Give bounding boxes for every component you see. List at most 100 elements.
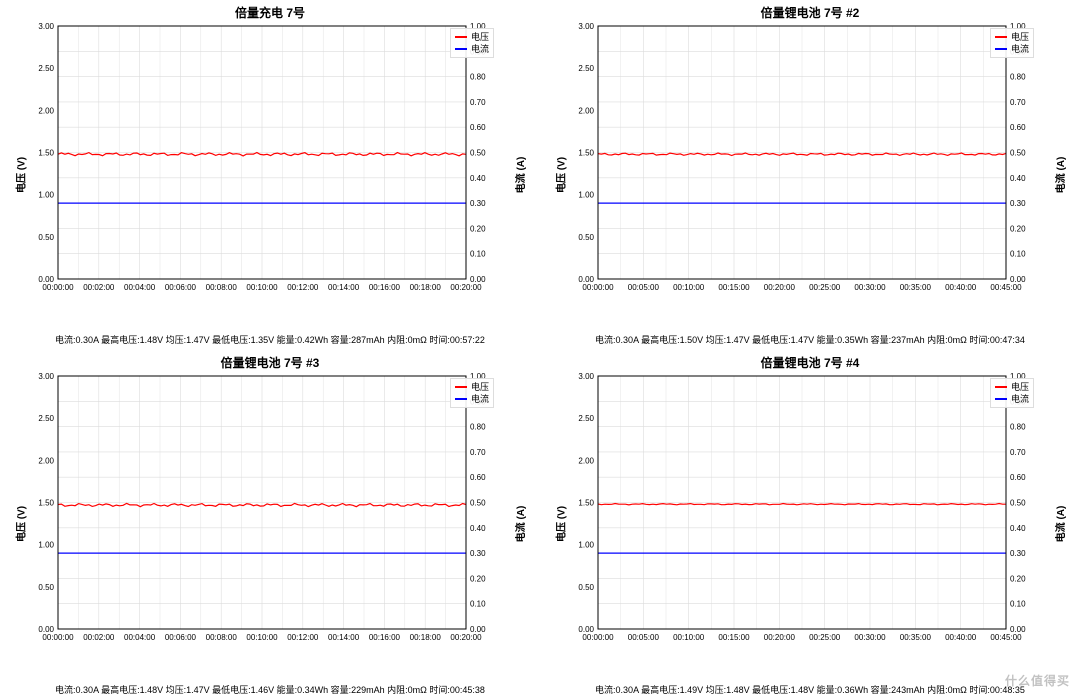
svg-text:2.00: 2.00: [38, 106, 54, 115]
legend: 电压电流: [450, 378, 494, 408]
svg-text:00:40:00: 00:40:00: [945, 283, 977, 292]
svg-text:0.50: 0.50: [578, 582, 594, 591]
legend-item-voltage: 电压: [995, 31, 1029, 43]
svg-text:3.00: 3.00: [38, 372, 54, 381]
chart-title: 倍量充电 7号: [0, 0, 540, 22]
svg-text:00:25:00: 00:25:00: [809, 633, 841, 642]
svg-text:00:10:00: 00:10:00: [246, 633, 278, 642]
svg-text:0.50: 0.50: [1010, 149, 1026, 158]
svg-text:00:16:00: 00:16:00: [369, 283, 401, 292]
svg-text:00:40:00: 00:40:00: [945, 633, 977, 642]
legend-item-current: 电流: [995, 393, 1029, 405]
svg-text:00:10:00: 00:10:00: [246, 283, 278, 292]
svg-text:00:02:00: 00:02:00: [83, 633, 115, 642]
y-axis-left-label: 电压 (V): [13, 156, 28, 192]
chart-panel-3: 倍量锂电池 7号 #4 电压 (V) 电流 (A) 电压电流 00:00:00 00:05…: [540, 350, 1080, 699]
svg-text:3.00: 3.00: [38, 22, 54, 31]
chart-title: 倍量锂电池 7号 #4: [540, 350, 1080, 372]
chart-panel-2: 倍量锂电池 7号 #3电压 (V)电流 (A)电压电流00:00:0000:02…: [0, 350, 540, 699]
svg-text:2.50: 2.50: [38, 414, 54, 423]
svg-text:1.50: 1.50: [578, 498, 594, 507]
svg-text:00:30:00: 00:30:00: [854, 633, 886, 642]
legend-label-voltage: 电压: [471, 31, 489, 43]
svg-text:00:16:00: 00:16:00: [369, 633, 401, 642]
svg-text:00:10:00: 00:10:00: [673, 283, 705, 292]
svg-text:00:20:00: 00:20:00: [450, 633, 482, 642]
legend-swatch-current: [995, 48, 1007, 50]
svg-text:0.30: 0.30: [470, 199, 486, 208]
svg-text:0.80: 0.80: [1010, 422, 1026, 431]
svg-text:0.30: 0.30: [470, 549, 486, 558]
svg-text:0.70: 0.70: [470, 98, 486, 107]
legend-swatch-current: [995, 398, 1007, 400]
y-axis-right-label: 电流 (A): [512, 156, 527, 193]
svg-text:3.00: 3.00: [578, 22, 594, 31]
svg-text:0.00: 0.00: [470, 275, 486, 284]
svg-text:00:05:00: 00:05:00: [628, 283, 660, 292]
legend-swatch-voltage: [995, 36, 1007, 38]
svg-text:0.70: 0.70: [470, 447, 486, 456]
legend-item-current: 电流: [455, 43, 489, 55]
chart-footer: 电流:0.30A 最高电压:1.50V 均压:1.47V 最低电压:1.47V …: [540, 333, 1080, 346]
svg-text:0.80: 0.80: [470, 422, 486, 431]
svg-text:00:04:00: 00:04:00: [124, 633, 156, 642]
svg-text:00:18:00: 00:18:00: [410, 283, 442, 292]
svg-text:2.00: 2.00: [578, 456, 594, 465]
svg-text:1.00: 1.00: [578, 191, 594, 200]
svg-text:00:05:00: 00:05:00: [628, 633, 660, 642]
legend-item-current: 电流: [995, 43, 1029, 55]
svg-text:0.20: 0.20: [470, 224, 486, 233]
legend-swatch-voltage: [995, 386, 1007, 388]
y-axis-right-label: 电流 (A): [512, 506, 527, 543]
svg-text:0.60: 0.60: [1010, 123, 1026, 132]
legend-swatch-current: [455, 398, 467, 400]
svg-text:0.30: 0.30: [1010, 549, 1026, 558]
svg-text:00:14:00: 00:14:00: [328, 633, 360, 642]
svg-text:00:12:00: 00:12:00: [287, 283, 319, 292]
chart-panel-1: 倍量锂电池 7号 #2电压 (V)电流 (A)电压电流00:00:0000:05…: [540, 0, 1080, 349]
svg-text:00:04:00: 00:04:00: [124, 283, 156, 292]
legend-label-voltage: 电压: [1011, 31, 1029, 43]
chart-panel-0: 倍量充电 7号电压 (V)电流 (A)电压电流00:00:0000:02:000…: [0, 0, 540, 349]
svg-text:0.00: 0.00: [470, 625, 486, 634]
svg-text:0.00: 0.00: [38, 625, 54, 634]
svg-text:1.50: 1.50: [38, 498, 54, 507]
y-axis-right-label: 电流 (A): [1052, 156, 1067, 193]
svg-text:0.00: 0.00: [578, 625, 594, 634]
svg-text:0.20: 0.20: [1010, 224, 1026, 233]
svg-text:2.50: 2.50: [578, 64, 594, 73]
legend-swatch-voltage: [455, 36, 467, 38]
svg-text:00:00:00: 00:00:00: [582, 633, 614, 642]
y-axis-right-label: 电流 (A): [1052, 506, 1067, 543]
y-axis-left-label: 电压 (V): [553, 156, 568, 192]
svg-text:0.10: 0.10: [470, 599, 486, 608]
svg-text:0.60: 0.60: [470, 473, 486, 482]
svg-text:00:10:00: 00:10:00: [673, 633, 705, 642]
legend-item-voltage: 电压: [455, 31, 489, 43]
legend-item-voltage: 电压: [455, 381, 489, 393]
legend: 电压电流: [990, 28, 1034, 58]
svg-text:00:00:00: 00:00:00: [582, 283, 614, 292]
legend-label-current: 电流: [471, 393, 489, 405]
svg-text:00:06:00: 00:06:00: [165, 283, 197, 292]
svg-text:0.50: 0.50: [578, 233, 594, 242]
chart-footer: 电流:0.30A 最高电压:1.48V 均压:1.47V 最低电压:1.46V …: [0, 683, 540, 696]
y-axis-left-label: 电压 (V): [553, 506, 568, 542]
svg-text:00:30:00: 00:30:00: [854, 283, 886, 292]
svg-text:0.70: 0.70: [1010, 98, 1026, 107]
svg-text:0.80: 0.80: [470, 73, 486, 82]
svg-text:0.00: 0.00: [578, 275, 594, 284]
chart-footer: 电流:0.30A 最高电压:1.49V 均压:1.48V 最低电压:1.48V …: [540, 683, 1080, 696]
svg-text:2.00: 2.00: [38, 456, 54, 465]
svg-text:0.60: 0.60: [1010, 473, 1026, 482]
svg-text:00:02:00: 00:02:00: [83, 283, 115, 292]
chart-title: 倍量锂电池 7号 #3: [0, 350, 540, 372]
legend: 电压电流: [990, 378, 1034, 408]
svg-text:00:25:00: 00:25:00: [809, 283, 841, 292]
plot-area: 00:00:0000:05:0000:10:0000:15:0000:20:00…: [568, 372, 1036, 657]
y-axis-left-label: 电压 (V): [13, 506, 28, 542]
svg-text:00:35:00: 00:35:00: [900, 283, 932, 292]
svg-text:0.00: 0.00: [1010, 625, 1026, 634]
svg-text:00:45:00: 00:45:00: [990, 633, 1022, 642]
svg-text:0.40: 0.40: [470, 174, 486, 183]
